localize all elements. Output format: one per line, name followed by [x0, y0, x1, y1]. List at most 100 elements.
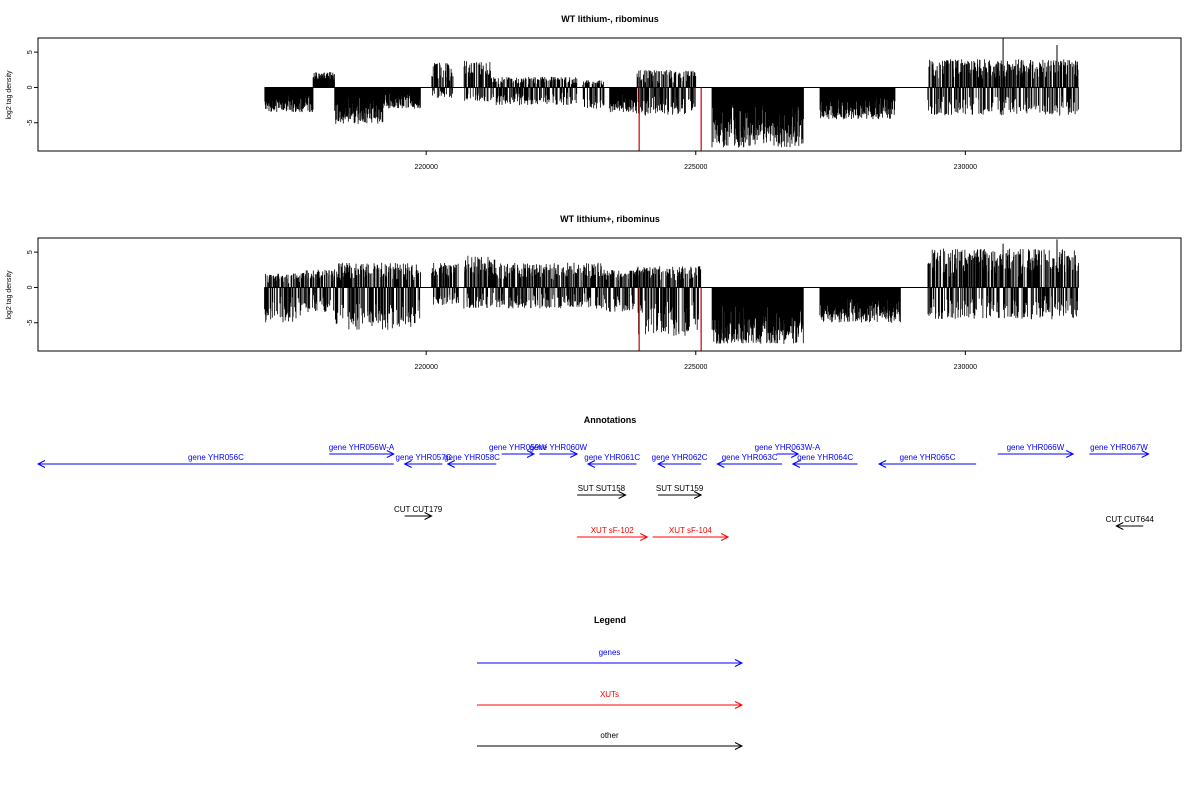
feature-label: gene YHR063W-A	[755, 443, 821, 452]
density-bars-segment	[463, 60, 492, 102]
feature-label: gene YHR064C	[797, 453, 853, 462]
x-tick-label: 230000	[954, 364, 977, 371]
y-tick-label: 5	[27, 250, 34, 254]
density-bars-segment	[636, 70, 697, 116]
feature-arrowhead	[693, 491, 703, 499]
feature-label: gene YHR060W	[529, 443, 587, 452]
feature-label: gene YHR057C	[396, 453, 452, 462]
feature-arrowhead	[424, 512, 433, 520]
feature-gene-yhr065c: gene YHR065C	[877, 453, 977, 468]
x-tick-label: 220000	[415, 164, 438, 171]
feature-arrowhead	[716, 460, 725, 468]
feature-sut-sut158: SUT SUT158	[577, 484, 627, 499]
density-bars-segment	[711, 87, 804, 148]
density-bars-segment	[264, 273, 303, 323]
feature-label: gene YHR056C	[188, 453, 244, 462]
x-tick-label: 225000	[684, 164, 707, 171]
density-bars-segment	[264, 87, 314, 113]
panel2-title: WT lithium+, ribominus	[560, 214, 660, 224]
panel2-ylabel: log2 tag density	[6, 270, 13, 320]
density-bars-segment	[312, 72, 335, 88]
feature-label: SUT SUT158	[578, 484, 626, 493]
legend-arrowhead	[734, 742, 744, 750]
legend: Legend genes XUTs other	[477, 615, 744, 750]
feature-arrowhead	[790, 450, 800, 458]
panel1-bars	[264, 38, 1079, 151]
track-panel-lithium-plus: WT lithium+, ribominus log2 tag density …	[6, 214, 1182, 371]
feature-arrowhead	[446, 460, 455, 468]
feature-xut-sf-104: XUT sF-104	[652, 526, 730, 541]
y-tick-label: -5	[27, 120, 34, 126]
feature-sut-sut159: SUT SUT159	[656, 484, 704, 499]
feature-label: SUT SUT159	[656, 484, 704, 493]
feature-label: gene YHR062C	[652, 453, 708, 462]
feature-arrowhead	[1115, 522, 1124, 530]
feature-gene-yhr062c: gene YHR062C	[652, 453, 708, 468]
feature-arrowhead	[1065, 450, 1075, 458]
density-bars-segment	[604, 270, 637, 312]
panel1-axes: -5 0 5 220000 225000 230000	[27, 50, 977, 171]
feature-arrowhead	[586, 460, 596, 468]
legend-item-other: other	[477, 731, 744, 750]
feature-gene-yhr063w-a: gene YHR063W-A	[755, 443, 821, 458]
feature-label: XUT sF-104	[669, 526, 713, 535]
legend-item-xuts: XUTs	[477, 690, 744, 709]
density-bars-segment	[431, 62, 454, 98]
feature-label: gene YHR058C	[444, 453, 500, 462]
density-bars-segment	[819, 287, 901, 323]
legend-item-genes: genes	[477, 648, 744, 667]
feature-arrowhead	[1141, 450, 1150, 458]
feature-arrowhead	[403, 460, 412, 468]
legend-label: XUTs	[600, 690, 619, 699]
y-tick-label: 0	[27, 85, 34, 89]
density-bars-segment	[463, 255, 497, 309]
legend-title: Legend	[594, 615, 626, 625]
y-tick-label: 0	[27, 285, 34, 289]
density-bars-segment	[431, 263, 459, 305]
feature-xut-sf-102: XUT sF-102	[577, 526, 649, 541]
feature-arrowhead	[386, 450, 395, 458]
panel1-ylabel: log2 tag density	[6, 70, 13, 120]
density-bars-segment	[711, 287, 804, 344]
annotations-title: Annotations	[584, 415, 637, 425]
feature-gene-yhr067w: gene YHR067W	[1089, 443, 1150, 458]
feature-label: gene YHR061C	[584, 453, 640, 462]
feature-arrowhead	[877, 460, 887, 468]
feature-gene-yhr061c: gene YHR061C	[584, 453, 640, 468]
feature-gene-yhr057c: gene YHR057C	[396, 453, 452, 468]
density-bars-segment	[302, 269, 335, 312]
feature-gene-yhr059w: gene YHR059W	[489, 443, 547, 458]
feature-gene-yhr056w-a: gene YHR056W-A	[329, 443, 395, 458]
track-panel-lithium-minus: WT lithium-, ribominus log2 tag density …	[6, 14, 1182, 171]
x-tick-label: 225000	[684, 364, 707, 371]
feature-arrowhead	[640, 533, 649, 541]
feature-arrowhead	[526, 450, 536, 458]
density-bars-segment	[490, 76, 578, 106]
feature-arrowhead	[791, 460, 801, 468]
panel2-frame	[37, 237, 1182, 352]
feature-label: gene YHR063C	[722, 453, 778, 462]
legend-items: genes XUTs other	[477, 648, 744, 750]
feature-cut-cut644: CUT CUT644	[1106, 515, 1155, 530]
feature-arrowhead	[569, 450, 579, 458]
feature-label: gene YHR056W-A	[329, 443, 395, 452]
legend-arrowhead	[734, 659, 744, 667]
y-tick-label: 5	[27, 50, 34, 54]
feature-label: gene YHR066W	[1007, 443, 1065, 452]
feature-gene-yhr056c: gene YHR056C	[36, 453, 394, 468]
legend-label: other	[600, 731, 619, 740]
density-bars-segment	[819, 87, 896, 120]
density-bars-segment	[927, 59, 1079, 116]
feature-gene-yhr064c: gene YHR064C	[791, 453, 858, 468]
feature-label: CUT CUT644	[1106, 515, 1155, 524]
legend-arrowhead	[734, 701, 744, 709]
feature-arrowhead	[656, 460, 666, 468]
feature-label: XUT sF-102	[591, 526, 635, 535]
feature-label: gene YHR065C	[900, 453, 956, 462]
density-bars-segment	[334, 262, 421, 330]
feature-gene-yhr058c: gene YHR058C	[444, 453, 500, 468]
y-tick-label: -5	[27, 320, 34, 326]
feature-arrowhead	[36, 460, 46, 468]
